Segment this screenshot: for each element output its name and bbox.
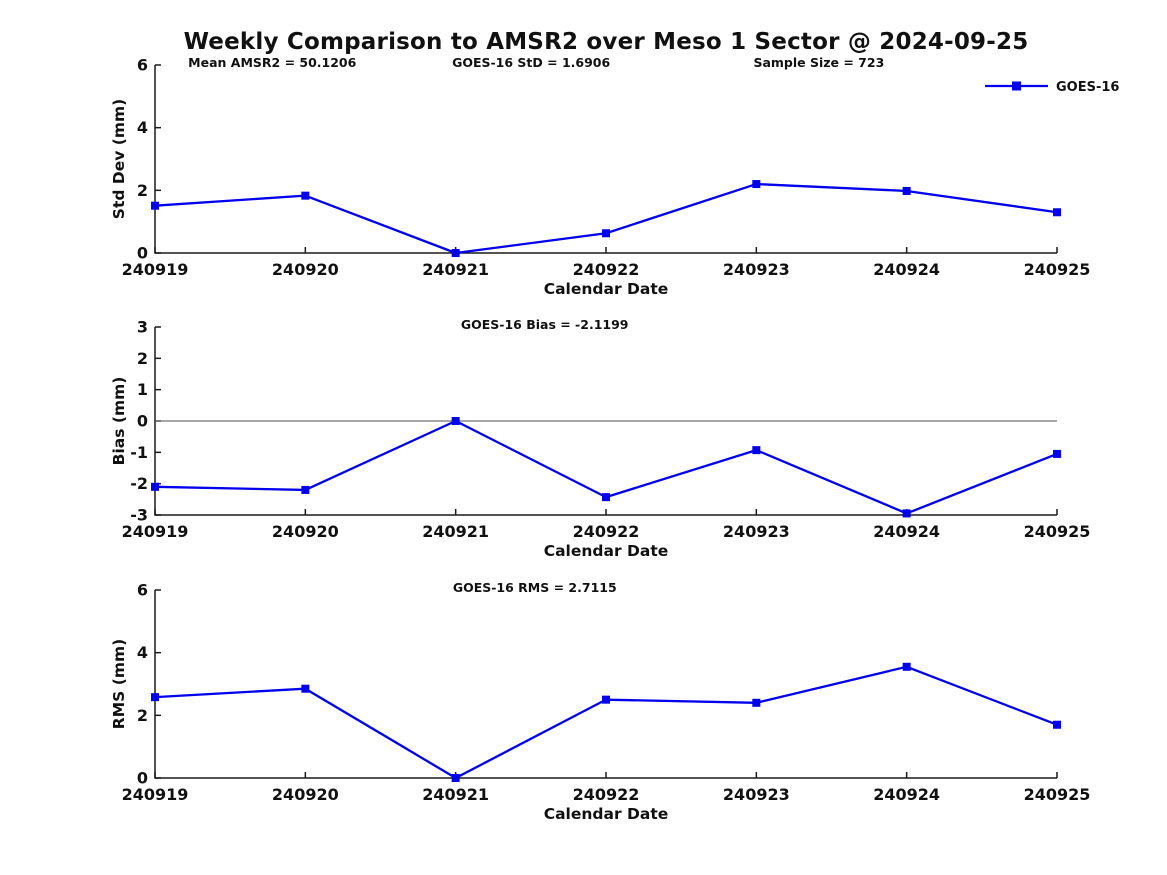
data-point-marker: [752, 698, 761, 707]
legend-marker-icon: [1012, 81, 1021, 91]
y-axis-title: RMS (mm): [110, 639, 128, 729]
bias-subplot: -3 -2 -1 0 1 2 3 240919 240920 240921 240922 240923…: [110, 317, 1090, 560]
data-point-marker: [602, 229, 610, 238]
y-tick-label: -2: [130, 474, 148, 493]
x-tick-label: 240919: [122, 785, 189, 804]
y-tick-label: 6: [137, 581, 148, 600]
data-point-marker: [752, 180, 761, 189]
data-point-marker: [1053, 208, 1061, 217]
data-point-marker: [752, 446, 761, 455]
rms-subplot: 0 2 4 6 240919 240920 240921 240922 240923 240924…: [110, 580, 1090, 823]
y-tick-label: 4: [137, 118, 148, 137]
x-tick-label: 240921: [422, 260, 489, 279]
y-tick-label: 2: [137, 349, 148, 368]
stat-annotation: Mean AMSR2 = 50.1206: [188, 55, 356, 70]
y-tick-label: 1: [137, 380, 148, 399]
x-tick-label: 240920: [272, 260, 339, 279]
y-tick-label: -1: [130, 443, 148, 462]
x-tick-label: 240919: [122, 522, 189, 541]
x-tick-label: 240924: [873, 260, 940, 279]
x-tick-label: 240925: [1024, 785, 1091, 804]
stat-annotation: Sample Size = 723: [753, 55, 884, 70]
data-point-marker: [151, 201, 159, 210]
y-tick-label: 4: [137, 643, 148, 662]
stat-annotation: GOES-16 Bias = -2.1199: [461, 317, 629, 332]
data-point-marker: [1053, 720, 1061, 729]
data-point-marker: [301, 191, 310, 200]
y-axis-title: Std Dev (mm): [110, 99, 128, 219]
y-tick-label: 3: [137, 318, 148, 337]
data-point-marker: [602, 695, 610, 704]
legend: GOES-16: [985, 80, 1119, 95]
x-tick-label: 240925: [1024, 522, 1091, 541]
y-tick-label: 0: [137, 244, 148, 263]
y-tick-label: 2: [137, 706, 148, 725]
x-tick-label: 240924: [873, 785, 940, 804]
y-axis-title: Bias (mm): [110, 377, 128, 466]
x-tick-label: 240920: [272, 785, 339, 804]
stat-annotation: GOES-16 RMS = 2.7115: [453, 580, 617, 595]
x-tick-label: 240921: [422, 522, 489, 541]
x-tick-label: 240923: [723, 522, 790, 541]
data-point-marker: [451, 774, 460, 782]
series-line: [154, 665, 1058, 780]
x-tick-label: 240923: [723, 260, 790, 279]
y-tick-label: 2: [137, 181, 148, 200]
stat-annotation: GOES-16 StD = 1.6906: [452, 55, 610, 70]
data-point-marker: [1053, 449, 1061, 458]
y-tick-label: -3: [130, 506, 148, 525]
x-tick-label: 240922: [573, 260, 640, 279]
x-tick-label: 240920: [272, 522, 339, 541]
x-tick-label: 240922: [573, 785, 640, 804]
data-point-marker: [602, 493, 610, 502]
data-point-marker: [301, 684, 310, 693]
x-tick-label: 240919: [122, 260, 189, 279]
data-point-marker: [902, 662, 911, 671]
y-tick-label: 0: [137, 412, 148, 431]
x-tick-label: 240923: [723, 785, 790, 804]
data-point-marker: [451, 417, 460, 425]
x-tick-label: 240925: [1024, 260, 1091, 279]
series-line: [154, 182, 1058, 255]
figure-title: Weekly Comparison to AMSR2 over Meso 1 S…: [183, 29, 1029, 55]
std-dev-subplot: 0 2 4 6 240919 240920 240921 240922 240923 240924…: [110, 55, 1119, 298]
data-point-marker: [902, 509, 911, 518]
x-axis-title: Calendar Date: [544, 280, 669, 298]
legend-label: GOES-16: [1056, 80, 1119, 95]
data-point-marker: [151, 693, 159, 702]
data-point-marker: [902, 186, 911, 195]
x-tick-label: 240922: [573, 522, 640, 541]
x-axis-title: Calendar Date: [544, 805, 669, 823]
data-point-marker: [151, 482, 159, 491]
data-point-marker: [301, 485, 310, 494]
y-tick-label: 0: [137, 769, 148, 788]
y-tick-label: 6: [137, 56, 148, 75]
x-axis-title: Calendar Date: [544, 542, 669, 560]
x-tick-label: 240924: [873, 522, 940, 541]
x-tick-label: 240921: [422, 785, 489, 804]
data-point-marker: [451, 249, 460, 257]
